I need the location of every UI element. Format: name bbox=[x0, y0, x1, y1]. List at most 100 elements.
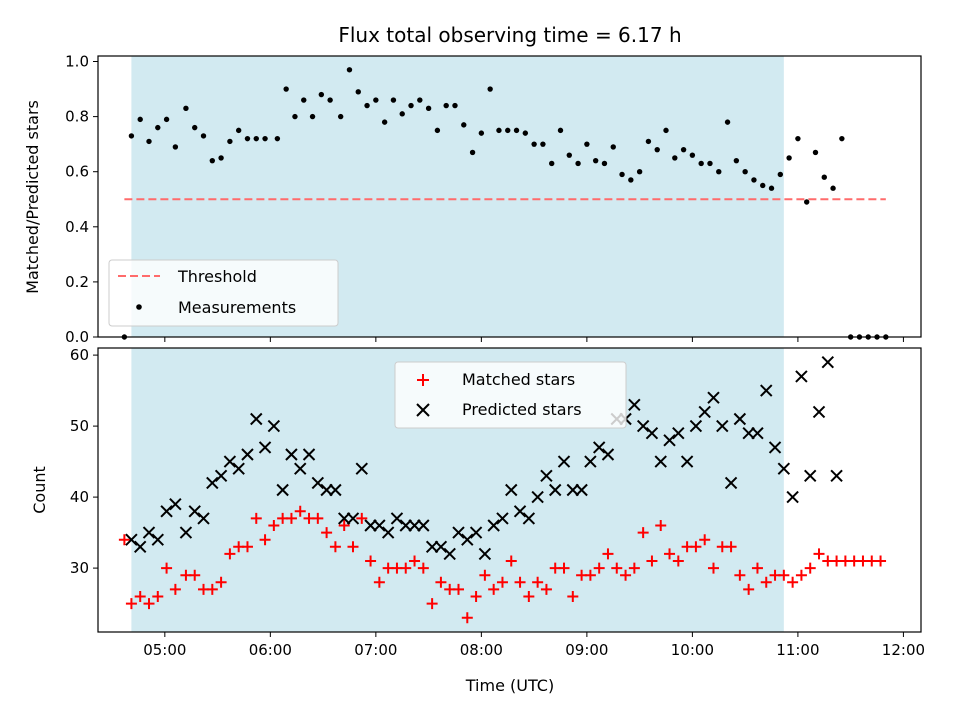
measurement-point bbox=[218, 155, 224, 161]
x-tick-label: 09:00 bbox=[565, 641, 608, 659]
chart-title: Flux total observing time = 6.17 h bbox=[338, 23, 681, 47]
ratio-legend: Threshold Measurements bbox=[108, 259, 339, 327]
predicted-star-point bbox=[645, 426, 659, 440]
measurement-point bbox=[584, 141, 590, 147]
predicted-star-point bbox=[381, 526, 395, 539]
matched-star-point bbox=[540, 583, 552, 595]
measurement-point bbox=[742, 169, 748, 175]
predicted-star-point bbox=[777, 462, 791, 475]
matched-star-point bbox=[285, 512, 297, 524]
measurement-point bbox=[522, 130, 529, 136]
predicted-star-point bbox=[302, 448, 316, 461]
predicted-star-point bbox=[469, 526, 483, 539]
measurement-point bbox=[628, 177, 634, 183]
matched-star-point bbox=[400, 562, 412, 574]
predicted-star-point bbox=[557, 455, 571, 468]
predicted-star-point bbox=[733, 412, 747, 426]
measurement-point bbox=[821, 174, 827, 180]
predicted-star-point bbox=[821, 355, 835, 369]
measurement-point bbox=[786, 155, 792, 161]
matched-star-point bbox=[347, 541, 359, 553]
matched-star-point bbox=[707, 562, 719, 574]
predicted-star-point bbox=[169, 497, 182, 511]
predicted-star-point bbox=[364, 519, 377, 532]
measurement-point bbox=[469, 149, 476, 156]
predicted-star-point bbox=[760, 384, 773, 397]
predicted-star-point bbox=[795, 370, 808, 383]
predicted-star-point bbox=[804, 469, 817, 483]
measurement-point bbox=[172, 144, 179, 150]
measurement-point bbox=[672, 155, 678, 161]
predicted-star-point bbox=[724, 476, 738, 490]
measurement-point bbox=[373, 97, 379, 103]
predicted-star-point bbox=[698, 405, 711, 419]
matched-star-point bbox=[734, 569, 746, 581]
matched-star-point bbox=[514, 576, 526, 588]
predicted-star-point bbox=[329, 483, 342, 497]
ratio-y-tick-label: 0.0 bbox=[65, 328, 89, 346]
predicted-star-point bbox=[311, 476, 325, 490]
measurement-point bbox=[636, 169, 643, 175]
matched-star-point bbox=[453, 583, 465, 595]
matched-star-point bbox=[241, 541, 253, 553]
matched-star-point bbox=[294, 505, 306, 517]
measurement-point bbox=[425, 105, 432, 112]
matched-star-point bbox=[672, 555, 684, 567]
measurement-point bbox=[698, 160, 704, 167]
matched-star-point bbox=[461, 612, 473, 624]
matched-star-point bbox=[488, 583, 500, 595]
matched-star-point bbox=[329, 541, 341, 553]
x-tick-label: 11:00 bbox=[776, 641, 819, 659]
measurement-point bbox=[262, 135, 268, 142]
matched-star-point bbox=[584, 569, 596, 581]
matched-star-point bbox=[602, 548, 614, 560]
measurement-point bbox=[830, 185, 836, 191]
matched-star-point bbox=[751, 562, 763, 574]
x-axis-label: Time (UTC) bbox=[465, 676, 554, 695]
predicted-star-point bbox=[232, 462, 245, 475]
measurement-point bbox=[399, 111, 405, 117]
matched-star-point bbox=[505, 555, 517, 567]
measurement-point bbox=[803, 199, 810, 205]
ratio-y-tick-label: 0.4 bbox=[65, 218, 89, 236]
measurement-point bbox=[443, 102, 449, 109]
predicted-star-point bbox=[417, 519, 430, 532]
count-y-axis-label: Count bbox=[30, 466, 49, 514]
predicted-star-point bbox=[276, 483, 289, 497]
predicted-star-point bbox=[355, 462, 368, 475]
matched-star-point bbox=[161, 562, 173, 574]
legend-predicted-label: Predicted stars bbox=[462, 400, 582, 419]
predicted-star-point bbox=[443, 547, 456, 561]
measurement-point bbox=[531, 141, 537, 147]
matched-star-point bbox=[312, 512, 324, 524]
predicted-star-point bbox=[751, 426, 764, 440]
matched-star-point bbox=[611, 562, 623, 574]
predicted-star-point bbox=[584, 455, 597, 468]
matched-star-point bbox=[760, 576, 772, 588]
matched-star-point bbox=[479, 569, 491, 581]
predicted-star-point bbox=[223, 455, 237, 468]
measurement-point bbox=[557, 127, 564, 134]
matched-star-point bbox=[356, 512, 368, 524]
matched-star-point bbox=[558, 562, 570, 574]
matched-star-point bbox=[259, 534, 271, 546]
measurement-point bbox=[513, 127, 520, 134]
measurement-point bbox=[155, 124, 161, 131]
predicted-star-point bbox=[452, 526, 465, 539]
measurement-point bbox=[408, 102, 414, 109]
predicted-star-point bbox=[285, 448, 298, 461]
measurement-point bbox=[461, 122, 467, 128]
predicted-star-point bbox=[206, 476, 219, 490]
ratio-y-tick-label: 0.6 bbox=[65, 163, 89, 181]
measurement-point bbox=[680, 146, 687, 153]
measurement-point bbox=[309, 113, 316, 120]
predicted-star-point bbox=[505, 483, 518, 497]
predicted-star-point bbox=[241, 448, 254, 461]
measurement-point bbox=[200, 133, 207, 139]
matched-star-point bbox=[169, 583, 181, 595]
measurement-point bbox=[760, 182, 766, 189]
matched-star-point bbox=[496, 576, 508, 588]
matched-star-point bbox=[152, 591, 164, 602]
matched-star-point bbox=[143, 598, 155, 610]
